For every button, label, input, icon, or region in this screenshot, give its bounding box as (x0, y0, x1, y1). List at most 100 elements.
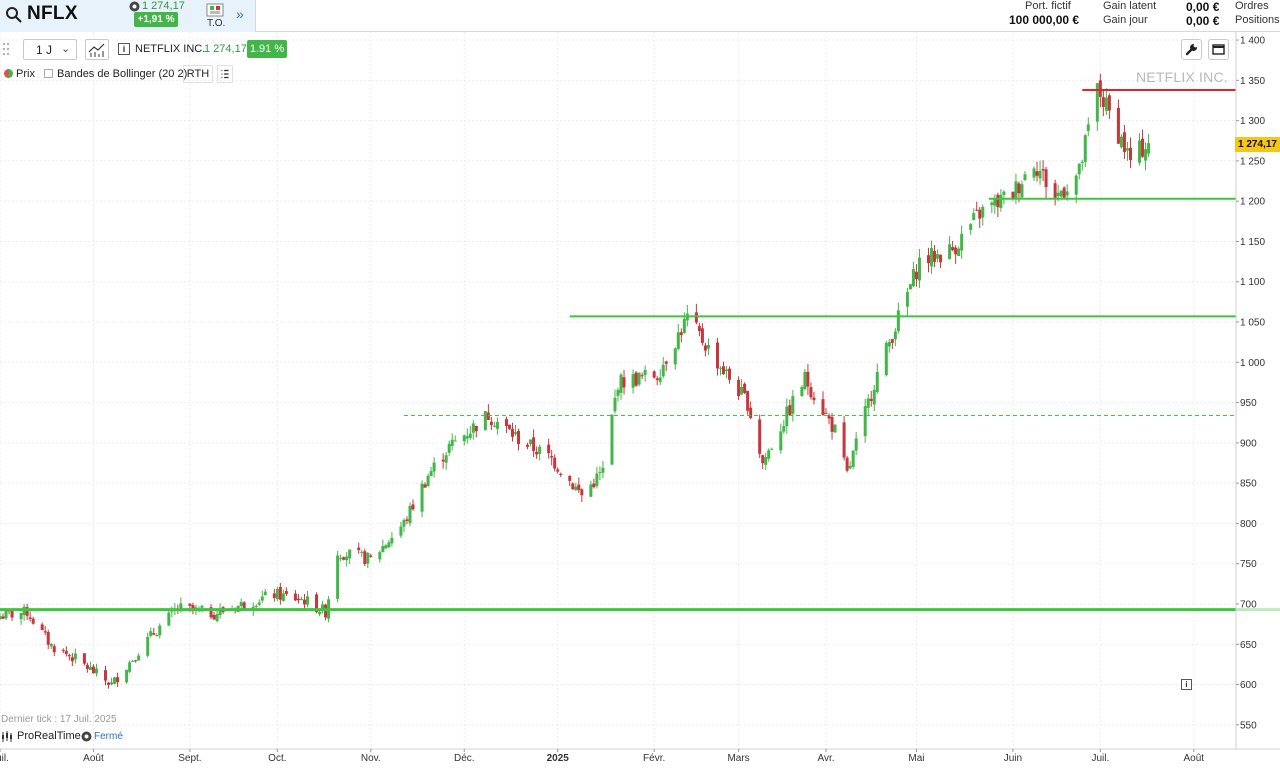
candle-down (694, 312, 698, 323)
candle-up (49, 644, 53, 647)
info-icon[interactable]: i (1181, 679, 1192, 690)
candle-up (429, 471, 433, 477)
legend-price[interactable]: Prix (16, 68, 35, 80)
candle-down (547, 444, 551, 454)
candle-up (936, 254, 940, 259)
latent-gain-label: Gain latent (1103, 0, 1157, 12)
candle-down (939, 254, 943, 263)
price-tick-label: 700 (1240, 599, 1257, 610)
candle-down (954, 247, 958, 255)
search-icon[interactable] (5, 6, 23, 24)
window-button[interactable] (1208, 39, 1229, 60)
bollinger-checkbox[interactable] (44, 69, 53, 78)
rth-toggle[interactable]: RTH (183, 65, 213, 83)
candle-up (851, 450, 855, 467)
candle-down (830, 416, 834, 432)
candle-down (700, 328, 704, 343)
trade-orders-label[interactable]: T.O. (207, 18, 226, 29)
period-select[interactable]: 1 J ⌄ (23, 39, 77, 60)
candle-up (616, 390, 620, 396)
last-tick-label: Dernier tick : 17 Juil. 2025 (1, 714, 117, 725)
quote-icon (129, 1, 140, 12)
chart-type-button[interactable] (85, 39, 109, 60)
market-status[interactable]: Fermé (94, 731, 123, 742)
candle-up (661, 364, 665, 377)
candle-up (447, 443, 451, 453)
candle-up (911, 269, 915, 287)
candle-down (806, 371, 810, 387)
candle-down (28, 617, 32, 619)
candle-up (791, 396, 795, 414)
candle-up (658, 377, 662, 382)
candle-down (489, 421, 493, 425)
candle-up (110, 682, 114, 685)
tools-button[interactable] (1181, 39, 1202, 60)
time-tick-label: Févr. (643, 753, 665, 764)
candle-down (284, 591, 288, 594)
candle-down (749, 407, 753, 419)
legend-bollinger[interactable]: Bandes de Bollinger (20 2) (57, 68, 188, 80)
candle-down (278, 586, 282, 600)
candle-up (896, 310, 900, 332)
market-status-icon (81, 731, 92, 742)
candle-up (215, 614, 219, 622)
symbol-ticker[interactable]: NFLX (27, 3, 78, 24)
candle-up (981, 206, 985, 218)
candle-down (82, 653, 86, 664)
candle-up (682, 318, 686, 333)
candle-down (996, 194, 1000, 208)
candle-up (167, 612, 171, 626)
price-series-icon[interactable] (4, 69, 13, 78)
candle-up (158, 625, 162, 636)
candle-up (1095, 83, 1099, 122)
candle-up (384, 545, 388, 549)
candle-down (25, 607, 29, 616)
expand-icon[interactable]: » (236, 6, 244, 22)
drag-handle-icon[interactable] (2, 42, 10, 56)
candle-up (887, 341, 891, 347)
candle-up (969, 224, 973, 230)
candle-up (884, 342, 888, 376)
candle-down (722, 366, 726, 375)
candle-up (782, 426, 786, 432)
candle-up (779, 431, 783, 451)
price-chart[interactable]: 1 400 1 350 1 300 1 250 1 200 1 150 1 100 1 050… (0, 32, 1280, 771)
trade-orders-icon[interactable] (206, 3, 224, 17)
candle-up (1023, 174, 1027, 180)
positions-link[interactable]: Positions (1235, 14, 1280, 26)
candle-up (785, 406, 789, 427)
candle-up (305, 596, 309, 605)
candle-down (812, 397, 816, 401)
candle-up (348, 549, 352, 559)
candle-down (1041, 169, 1045, 171)
candle-up (1065, 191, 1069, 196)
candle-down (188, 603, 192, 606)
candle-up (260, 596, 264, 601)
candle-up (155, 635, 159, 637)
list-icon[interactable] (217, 65, 233, 83)
candle-up (854, 438, 858, 451)
candle-down (715, 342, 719, 369)
orders-link[interactable]: Ordres (1235, 0, 1269, 12)
drawn-levels[interactable] (0, 89, 1280, 612)
candle-up (1125, 148, 1129, 151)
candle-down (510, 428, 514, 437)
time-tick-label: Oct. (268, 753, 286, 764)
candle-down (571, 483, 575, 490)
candle-down (914, 271, 918, 280)
candle-down (10, 610, 14, 618)
candle-up (339, 557, 343, 559)
time-axis[interactable]: Juil. Août Sept. Oct. Nov. Déc. 2025 Févr. Mars A… (0, 748, 1280, 764)
candle-up (200, 605, 204, 608)
candle-down (1017, 183, 1021, 194)
candle-down (728, 368, 732, 380)
candle-up (471, 423, 475, 433)
candle-down (1116, 107, 1120, 144)
info-icon[interactable]: i (118, 43, 130, 55)
time-tick-label: Juil. (0, 753, 9, 764)
candle-down (357, 547, 361, 551)
price-axis[interactable]: 1 400 1 350 1 300 1 250 1 200 1 150 1 100 1 050… (1235, 32, 1265, 749)
candle-up (399, 526, 403, 536)
symbol-box[interactable]: NFLX 1 274,17 +1,91 % T.O. » (0, 0, 256, 32)
candle-down (152, 633, 156, 635)
